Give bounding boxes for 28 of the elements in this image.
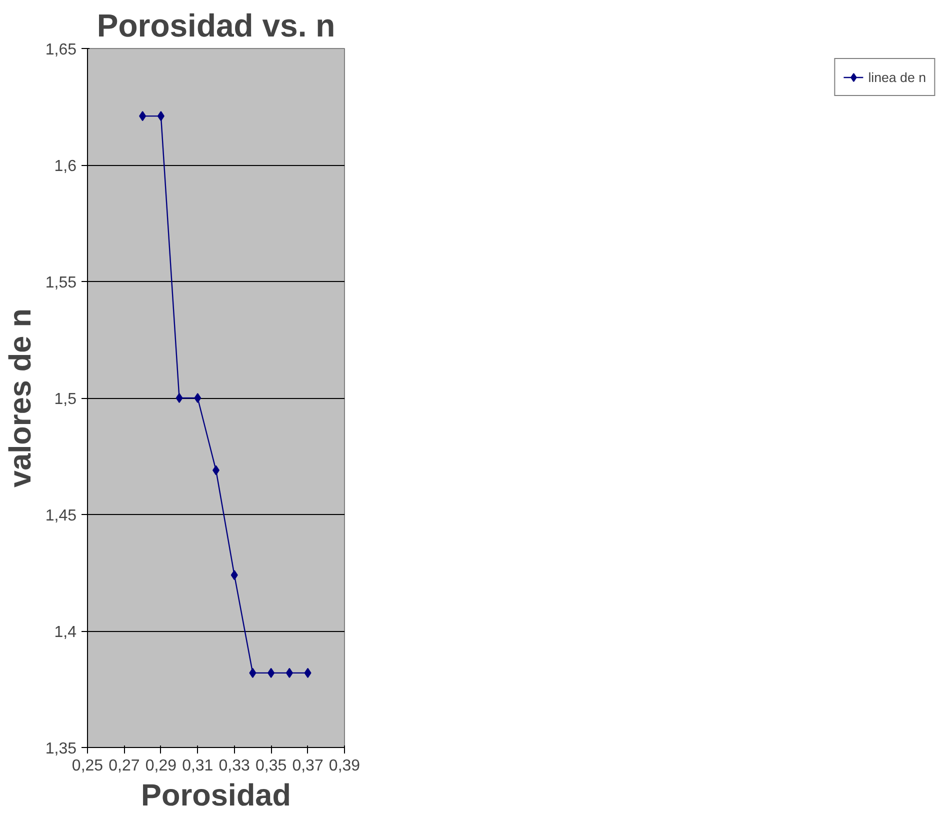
legend-label: linea de n: [868, 70, 926, 84]
y-tick-label: 1,55: [45, 274, 77, 292]
point: [230, 570, 238, 580]
x-tick-label: 0,37: [292, 758, 324, 774]
y-tick-label: 1,65: [45, 42, 77, 58]
x-tick-label: 0,29: [145, 758, 177, 774]
y-axis-title: valores de n: [3, 308, 38, 488]
x-tick-label: 0,25: [72, 758, 104, 774]
point: [176, 393, 183, 403]
x-tick-label: 0,39: [328, 758, 360, 774]
y-tick-label: 1,4: [54, 624, 77, 641]
y-tick-label: 1,6: [54, 158, 77, 175]
x-tick-label: 0,31: [182, 758, 214, 774]
x-tick-label: 0,27: [108, 758, 140, 774]
point: [249, 668, 256, 678]
point: [194, 393, 202, 403]
point: [157, 111, 164, 122]
x-tick-label: 0,33: [218, 758, 250, 774]
point: [286, 668, 293, 678]
y-tick-label: 1,35: [45, 740, 77, 758]
y-tick-label: 1,45: [45, 508, 77, 524]
point: [139, 111, 146, 122]
point: [268, 668, 275, 678]
x-axis-title: Porosidad: [141, 778, 291, 812]
y-tick-label: 1,5: [54, 391, 77, 408]
x-tick-label: 0,35: [256, 758, 287, 774]
point: [304, 668, 312, 678]
chart-title: Porosidad vs. n: [96, 8, 336, 44]
